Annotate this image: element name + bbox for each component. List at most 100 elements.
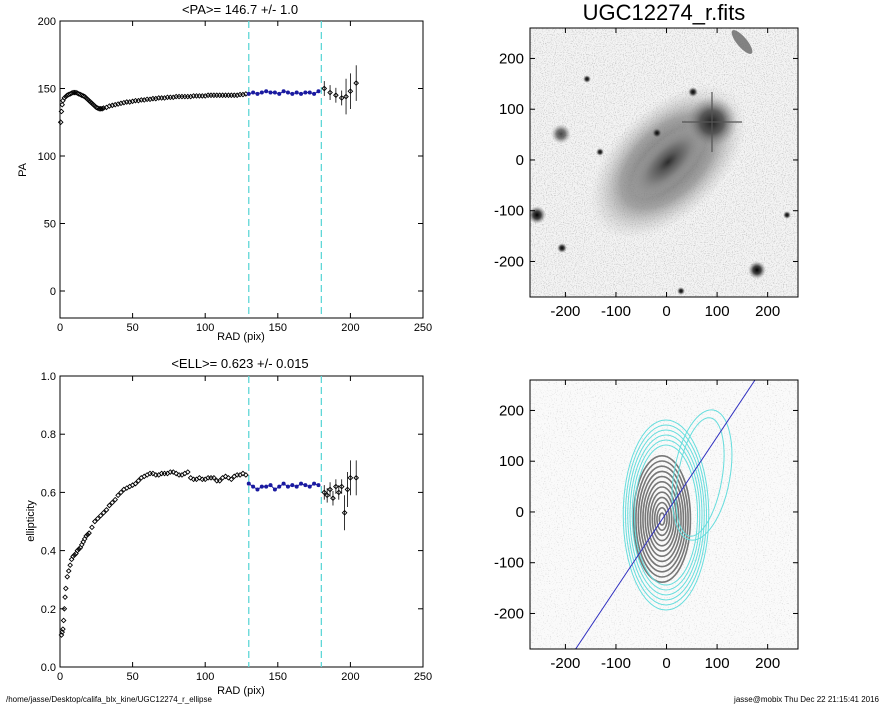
ell-xlabel: RAD (pix) xyxy=(217,685,265,697)
x-tick-label: 250 xyxy=(414,671,432,683)
data-point xyxy=(234,92,240,99)
fit-point xyxy=(299,481,304,486)
data-point xyxy=(343,93,349,100)
data-point xyxy=(176,472,182,478)
data-point xyxy=(57,119,64,126)
outer-contour xyxy=(631,439,701,591)
contour-image xyxy=(530,380,798,649)
y-tick-label: 0.4 xyxy=(41,546,56,558)
outer-contour xyxy=(675,417,725,537)
data-point xyxy=(219,92,226,99)
data-point xyxy=(62,585,69,592)
data-point xyxy=(184,469,191,475)
data-point xyxy=(60,97,66,104)
data-point xyxy=(344,486,351,493)
y-tick-label: 200 xyxy=(499,402,524,419)
data-point xyxy=(132,480,139,487)
data-point xyxy=(61,605,68,612)
data-point xyxy=(338,95,345,101)
data-point xyxy=(333,483,339,490)
x-tick-label: 0 xyxy=(662,655,670,672)
data-point xyxy=(100,105,107,111)
data-point xyxy=(97,105,104,112)
data-point xyxy=(99,105,105,112)
data-point xyxy=(324,492,331,499)
data-point xyxy=(161,95,168,101)
data-point xyxy=(100,509,107,516)
data-point xyxy=(216,477,223,484)
data-point xyxy=(243,472,249,478)
data-point xyxy=(164,94,171,101)
fit-point xyxy=(312,91,317,96)
fit-point xyxy=(303,90,308,95)
data-point xyxy=(129,98,136,105)
pa-xlabel: RAD (pix) xyxy=(217,331,265,343)
fit-point xyxy=(272,90,277,95)
ell-title: <ELL>= 0.623 +/- 0.015 xyxy=(171,356,308,371)
fit-point xyxy=(259,90,264,95)
pa-plot-frame xyxy=(59,20,424,319)
data-point xyxy=(150,95,156,102)
y-tick-label: -100 xyxy=(494,203,524,220)
data-point xyxy=(80,539,87,545)
data-point xyxy=(173,93,179,100)
data-point xyxy=(158,470,165,477)
fit-point xyxy=(264,484,269,489)
data-point xyxy=(211,92,217,99)
x-tick-label: -100 xyxy=(601,303,631,320)
ell-ylabel: ellipticity xyxy=(25,500,37,542)
data-point xyxy=(109,102,116,109)
data-point xyxy=(118,100,124,107)
x-tick-label: 250 xyxy=(414,322,432,334)
data-point xyxy=(58,632,65,638)
data-point xyxy=(115,492,121,499)
data-point xyxy=(147,470,153,477)
data-point xyxy=(92,518,98,525)
fit-point xyxy=(290,91,295,96)
y-tick-label: -100 xyxy=(494,555,524,572)
pa-direction-line xyxy=(575,380,756,649)
data-point xyxy=(184,93,191,100)
x-tick-label: 50 xyxy=(126,322,138,334)
contour-axes: -200 -100 0 100 200 -200 -100 0 100 200 xyxy=(494,380,798,672)
data-point xyxy=(141,97,148,103)
data-point xyxy=(68,556,75,563)
data-point xyxy=(89,524,95,531)
data-point xyxy=(81,536,88,542)
fit-point xyxy=(312,481,317,486)
data-point xyxy=(338,483,345,490)
inner-contour xyxy=(635,460,689,578)
outer-contour xyxy=(634,444,698,586)
fit-point xyxy=(281,89,286,94)
data-point xyxy=(170,94,177,101)
y-tick-label: 0 xyxy=(516,504,524,521)
data-point xyxy=(73,550,79,557)
fit-point xyxy=(307,90,312,95)
footer-path: /home/jasse/Desktop/califa_blx_kine/UGC1… xyxy=(6,695,212,704)
y-tick-label: 100 xyxy=(499,453,524,470)
data-point xyxy=(353,80,360,86)
x-tick-label: 150 xyxy=(269,671,287,683)
x-tick-label: 50 xyxy=(126,671,138,683)
data-point xyxy=(135,97,142,104)
y-tick-label: -200 xyxy=(494,253,524,270)
data-point xyxy=(118,489,124,496)
y-tick-label: 0.0 xyxy=(41,662,56,674)
data-point xyxy=(330,495,336,502)
inner-contour xyxy=(644,480,680,557)
data-point xyxy=(176,93,182,100)
data-point xyxy=(228,476,235,483)
galaxy-image xyxy=(530,28,798,297)
x-tick-label: 150 xyxy=(269,322,287,334)
data-point xyxy=(112,101,119,108)
x-tick-label: 100 xyxy=(705,655,730,672)
data-point xyxy=(225,92,232,99)
data-point xyxy=(347,88,354,95)
data-point xyxy=(106,103,113,109)
y-tick-label: -200 xyxy=(494,605,524,622)
data-point xyxy=(109,499,116,506)
data-point xyxy=(333,92,339,99)
outer-contour xyxy=(625,424,707,606)
data-point xyxy=(135,477,142,484)
